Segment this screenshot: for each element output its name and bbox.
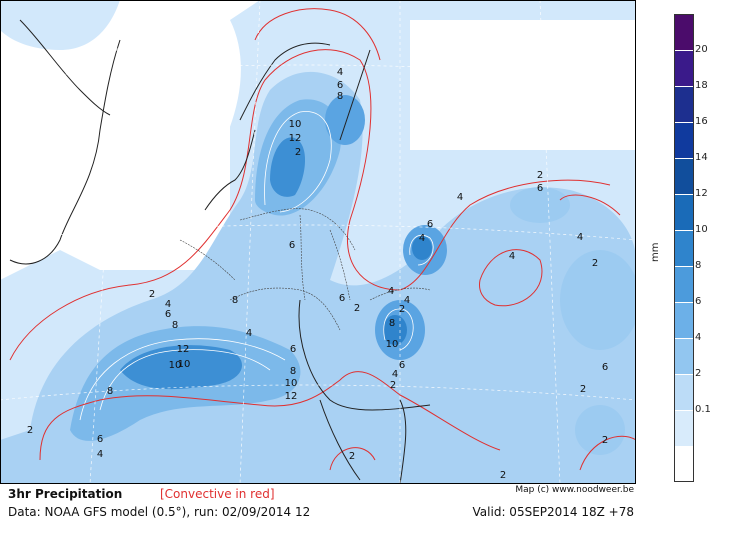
contour-label: 8: [172, 320, 178, 331]
contour-label: 2: [580, 384, 586, 395]
contour-label: 6: [399, 360, 405, 371]
contour-label: 2: [537, 170, 543, 181]
legend-tick-label: 4: [695, 332, 702, 343]
precip-area-heavy-north: [270, 137, 306, 197]
convective-note: [Convective in red]: [160, 487, 275, 501]
precip-area-light-west: [0, 250, 100, 310]
legend-tick-label: 14: [695, 152, 708, 163]
legend-color-step: [674, 50, 694, 86]
legend-color-step: [674, 230, 694, 266]
legend-tick-label: 2: [695, 368, 702, 379]
contour-label: 4: [457, 192, 463, 203]
clear-area-west: [0, 120, 230, 270]
contour-label: 4: [246, 328, 252, 339]
map-credit: Map (c) www.noodweer.be: [515, 485, 634, 495]
map-frame: [0, 0, 636, 484]
legend-color-step: [674, 86, 694, 122]
contour-label: 2: [295, 147, 301, 158]
legend-tick-label: 10: [695, 224, 708, 235]
contour-label: 12: [289, 133, 302, 144]
contour-lines: [79, 111, 434, 421]
contour-label: 12: [177, 344, 190, 355]
precip-area-heavy: [120, 345, 242, 390]
legend-color-step: [674, 194, 694, 230]
legend-tick-label: 16: [695, 116, 708, 127]
contour-labels: 4681012268641082468101281062462442121086…: [27, 67, 608, 481]
contour-label: 4: [419, 233, 425, 244]
contour-label: 2: [349, 451, 355, 462]
contour-label: 6: [165, 309, 171, 320]
precipitation-map: 4681012268641082468101281062462442121086…: [0, 0, 636, 484]
precip-cell-far-east: [560, 250, 636, 350]
contour-label: 6: [339, 293, 345, 304]
legend-color-step: [674, 446, 694, 482]
legend-tick-label: 0.1: [695, 404, 711, 415]
contour-label: 4: [97, 449, 103, 460]
contour-label: 2: [500, 470, 506, 481]
legend-color-step: [674, 158, 694, 194]
contour-label: 2: [27, 425, 33, 436]
contour-label: 8: [389, 318, 395, 329]
contour-label: 2: [602, 435, 608, 446]
precipitation-legend-bar: [674, 14, 694, 482]
legend-color-step: [674, 374, 694, 410]
legend-color-step: [674, 266, 694, 302]
contour-label: 10: [386, 339, 399, 350]
precip-cell-center-core: [383, 315, 407, 345]
contour-label: 6: [537, 183, 543, 194]
legend-color-step: [674, 302, 694, 338]
contour-label: 4: [404, 295, 410, 306]
legend-tick-label: 12: [695, 188, 708, 199]
valid-time: Valid: 05SEP2014 18Z +78: [472, 505, 634, 519]
legend-color-step: [674, 122, 694, 158]
legend-tick-label: 6: [695, 296, 702, 307]
contour-label: 6: [289, 240, 295, 251]
contour-label: 4: [388, 286, 394, 297]
contour-label: 8: [337, 91, 343, 102]
contour-label: 2: [149, 289, 155, 300]
contour-label: 12: [285, 391, 298, 402]
legend-color-step: [674, 338, 694, 374]
contour-label: 4: [392, 369, 398, 380]
contour-label: 4: [577, 232, 583, 243]
contour-label: 6: [602, 362, 608, 373]
contour-label: 2: [399, 304, 405, 315]
contour-label: 8: [290, 366, 296, 377]
legend-tick-label: 8: [695, 260, 702, 271]
precip-cell-northeast-2: [325, 95, 365, 145]
contour-label: 6: [427, 219, 433, 230]
precip-cell-east-core: [412, 236, 432, 260]
contour-label: 4: [337, 67, 343, 78]
contour-label: 10: [169, 360, 182, 371]
map-title: 3hr Precipitation: [8, 487, 123, 501]
legend-tick-label: 20: [695, 44, 708, 55]
contour-label: 8: [232, 295, 238, 306]
contour-label: 2: [592, 258, 598, 269]
legend-unit: mm: [650, 242, 661, 262]
precip-area-light-north: [0, 0, 120, 50]
contour-label: 6: [290, 344, 296, 355]
contour-label: 2: [354, 303, 360, 314]
precip-cell-southeast: [575, 405, 625, 455]
contour-label: 6: [337, 80, 343, 91]
precip-cell-northeast: [510, 187, 570, 223]
contour-label: 10: [285, 378, 298, 389]
data-source: Data: NOAA GFS model (0.5°), run: 02/09/…: [8, 505, 311, 519]
lat-lon-grid: [0, 0, 636, 484]
clear-area-east: [410, 20, 636, 150]
legend-tick-label: 18: [695, 80, 708, 91]
contour-label: 4: [509, 251, 515, 262]
contour-label: 10: [178, 359, 191, 370]
convective-contours: [9, 8, 636, 471]
coastlines: [9, 19, 431, 484]
contour-label: 6: [97, 434, 103, 445]
legend-frame: [674, 14, 694, 482]
contour-label: 10: [289, 119, 302, 130]
contour-label: 8: [107, 386, 113, 397]
contour-label: 4: [165, 299, 171, 310]
legend-color-step: [674, 410, 694, 446]
contour-label: 2: [390, 380, 396, 391]
